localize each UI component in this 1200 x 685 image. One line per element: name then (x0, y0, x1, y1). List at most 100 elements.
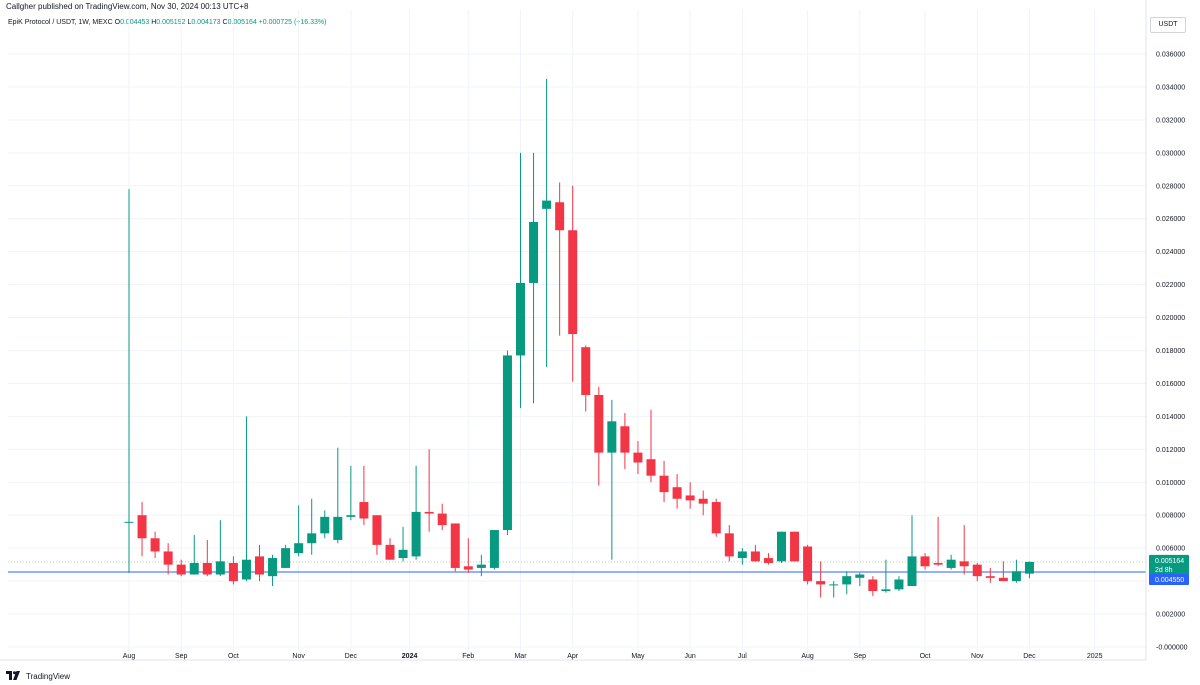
y-tick-label: 0.034000 (1156, 84, 1185, 91)
candle-body (411, 511, 421, 557)
candle-body (555, 202, 565, 231)
candle-body (346, 515, 356, 517)
candle-body (450, 523, 460, 568)
x-tick-label: May (631, 653, 645, 660)
close-value: 0.005164 (227, 19, 257, 26)
x-tick-label: Apr (567, 653, 579, 660)
candle-body (737, 551, 747, 559)
candle-body (228, 562, 238, 582)
candle-body (281, 548, 291, 568)
high-label: H (151, 19, 157, 26)
candle-body (163, 551, 173, 565)
x-tick-label: Sep (854, 653, 867, 660)
candle-body (189, 562, 199, 575)
low-value: 0.004173 (191, 19, 221, 26)
candle-body (502, 355, 512, 531)
x-tick-label: Sep (175, 653, 188, 660)
hline-price-tag (1149, 574, 1189, 586)
candle-body (894, 579, 904, 590)
hline-price-tag-value: 0.004550 (1155, 577, 1184, 584)
x-tick-label: Jun (685, 653, 696, 660)
candle-body (711, 502, 721, 534)
candle-body (385, 544, 395, 560)
x-tick-label: Dec (1023, 653, 1036, 660)
low-label: L (187, 19, 192, 26)
y-tick-label: 0.024000 (1156, 249, 1185, 256)
candle-body (476, 564, 486, 568)
currency-selector[interactable]: USDT (1150, 17, 1186, 33)
price-tags: 0.005164 2d 8h 0.004550 (1149, 554, 1189, 586)
candle-body (646, 459, 656, 476)
candle-body (868, 579, 878, 591)
candle-body (685, 495, 695, 501)
candle-body (672, 487, 682, 499)
candle-body (842, 576, 852, 585)
candle-body (268, 558, 278, 577)
symbol-name: EpiK Protocol / USDT, 1W, MEXC (8, 19, 113, 26)
candle-body (1024, 561, 1034, 574)
candle-body (633, 452, 643, 463)
candle-body (359, 502, 369, 519)
candle-body (907, 556, 917, 587)
countdown-tag-value: 2d 8h (1155, 567, 1173, 574)
candle-body (124, 521, 134, 523)
candle-body (307, 533, 317, 544)
candle-body (790, 531, 800, 562)
candle-body (398, 549, 408, 559)
x-tick-label: Dec (345, 653, 358, 660)
x-tick-label: Aug (123, 653, 136, 660)
candle-body (463, 566, 473, 570)
x-tick-label: Feb (462, 653, 474, 660)
candle-body (437, 513, 447, 526)
candle-body (959, 561, 969, 567)
tradingview-logo-icon (6, 667, 22, 685)
candle-body (933, 562, 943, 565)
candle-body (529, 222, 539, 283)
footer-brand[interactable]: TradingView (6, 667, 70, 685)
x-tick-label: 2025 (1087, 653, 1103, 660)
candle-body (816, 581, 826, 585)
x-tick-label: Jul (738, 653, 747, 660)
y-tick-label: 0.036000 (1156, 52, 1185, 59)
y-tick-label: 0.020000 (1156, 315, 1185, 322)
candle-body (150, 538, 160, 552)
x-tick-label: 2024 (402, 653, 418, 660)
candle-body (946, 559, 956, 568)
candle-body (176, 564, 186, 575)
y-tick-label: 0.018000 (1156, 348, 1185, 355)
high-value: 0.005192 (156, 19, 186, 26)
candle-body (241, 559, 251, 580)
candle-body (320, 516, 330, 534)
y-tick-label: 0.002000 (1156, 612, 1185, 619)
open-label: O (114, 19, 121, 26)
candle-body (855, 574, 865, 578)
candle-body (516, 282, 525, 356)
candle-body (581, 347, 591, 395)
change-value: +0.000725 (+16.33%) (258, 19, 327, 26)
candle-body (333, 516, 343, 540)
candle-body (542, 200, 552, 209)
x-tick-label: Nov (292, 653, 305, 660)
brand-name: TradingView (26, 671, 71, 681)
y-tick-label: 0.014000 (1156, 414, 1185, 421)
candle-body (607, 421, 617, 453)
candle-body (985, 576, 995, 578)
candle-body (1011, 571, 1021, 582)
candle-body (763, 558, 773, 563)
y-tick-label: 0.016000 (1156, 381, 1185, 388)
y-tick-label: 0.030000 (1156, 150, 1185, 157)
symbol-legend: EpiK Protocol / USDT, 1W, MEXC O0.004453… (8, 19, 326, 26)
x-tick-label: Mar (514, 653, 527, 660)
x-tick-label: Oct (228, 653, 239, 660)
candle-body (750, 551, 760, 562)
y-tick-label: 0.028000 (1156, 183, 1185, 190)
candle-body (698, 498, 708, 504)
candle-body (255, 556, 264, 575)
candle-body (920, 556, 930, 567)
y-tick-label: 0.010000 (1156, 480, 1185, 487)
last-price-tag (1149, 554, 1189, 575)
x-tick-label: Aug (801, 653, 814, 660)
candle-body (294, 543, 304, 554)
candle-body (620, 426, 630, 453)
